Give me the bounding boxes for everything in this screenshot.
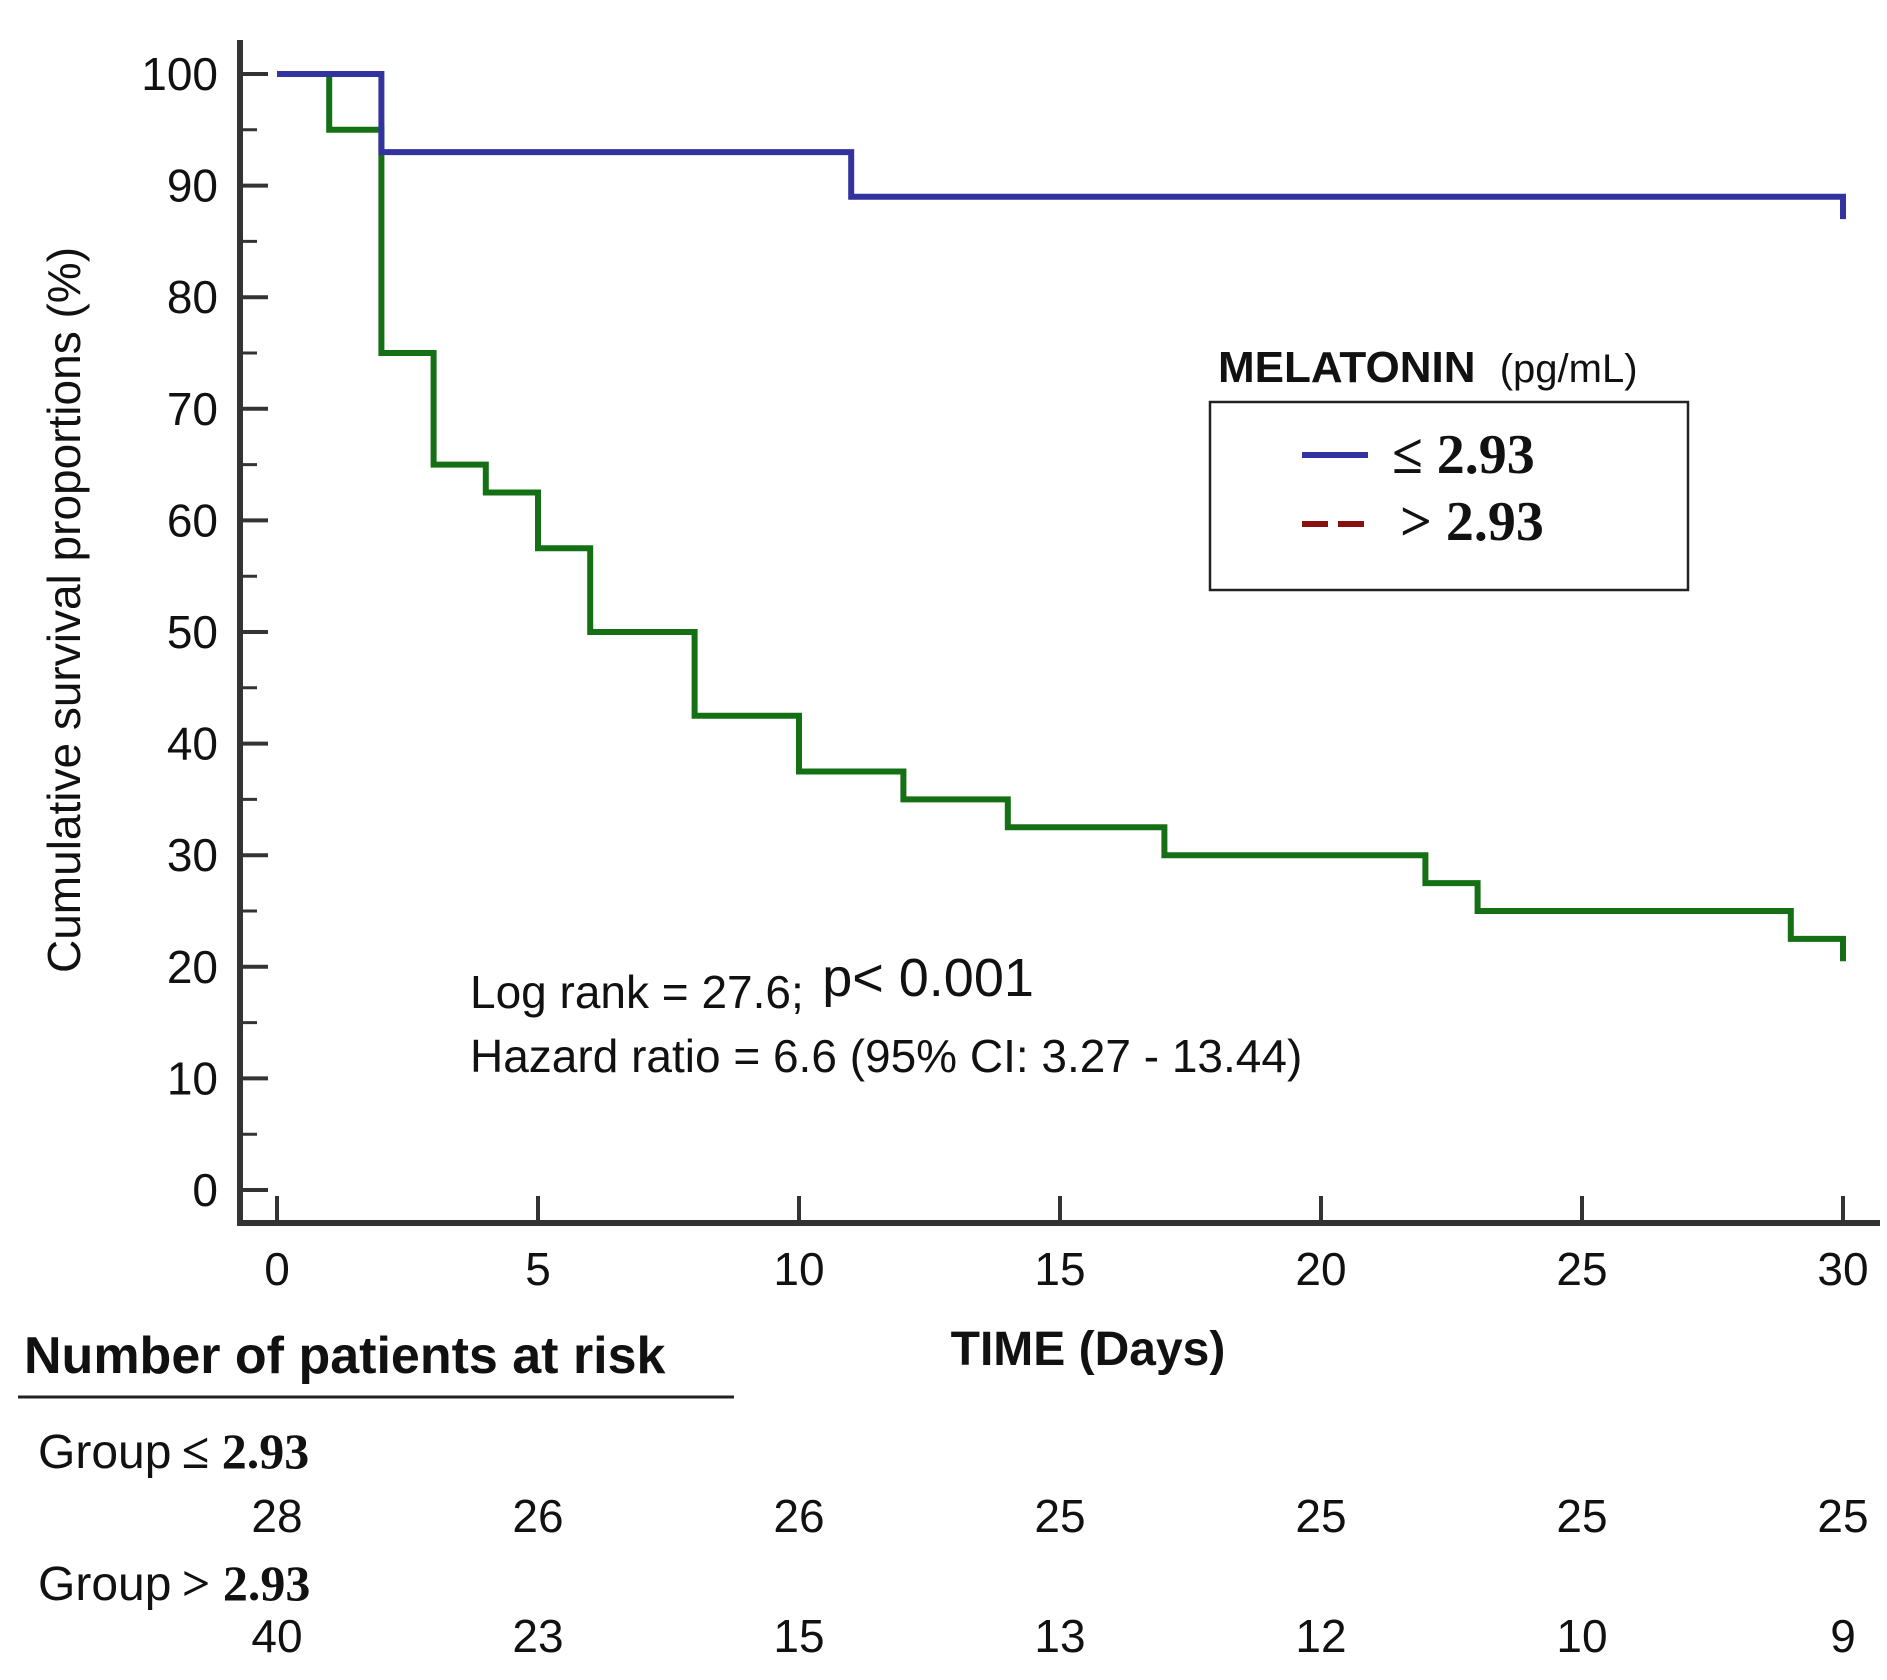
risk-count: 25 bbox=[1295, 1490, 1346, 1542]
risk-count: 25 bbox=[1817, 1490, 1868, 1542]
y-tick-label-20: 20 bbox=[167, 941, 218, 993]
risk-count: 26 bbox=[512, 1490, 563, 1542]
risk-group-label-low: Group ≤ 2.93 bbox=[38, 1423, 309, 1479]
y-axis-title: Cumulative survival proportions (%) bbox=[38, 247, 90, 973]
legend-label-low: ≤ 2.93 bbox=[1392, 424, 1535, 486]
risk-count: 40 bbox=[251, 1610, 302, 1662]
risk-count: 25 bbox=[1556, 1490, 1607, 1542]
risk-count: 12 bbox=[1295, 1610, 1346, 1662]
p-value: p< 0.001 bbox=[822, 948, 1034, 1008]
y-tick-label-60: 60 bbox=[167, 494, 218, 546]
stats-annotation: Log rank = 27.6; p< 0.001 Hazard ratio =… bbox=[470, 948, 1302, 1082]
log-rank-text: Log rank = 27.6; p< 0.001 bbox=[470, 948, 1034, 1018]
log-rank-value: Log rank = 27.6; bbox=[470, 966, 804, 1018]
y-tick-label-50: 50 bbox=[167, 606, 218, 658]
x-tick-label-25: 25 bbox=[1556, 1243, 1607, 1295]
x-tick-label-0: 0 bbox=[264, 1243, 290, 1295]
risk-count: 23 bbox=[512, 1610, 563, 1662]
x-ticks: 0 5 10 15 20 25 30 bbox=[264, 1196, 1869, 1295]
y-tick-label-40: 40 bbox=[167, 718, 218, 770]
y-tick-label-90: 90 bbox=[167, 160, 218, 212]
risk-row-low: 28 26 26 25 25 25 25 bbox=[251, 1490, 1868, 1542]
y-tick-label-100: 100 bbox=[141, 48, 218, 100]
series-line-high bbox=[277, 71, 1846, 962]
legend-box bbox=[1208, 400, 1690, 592]
risk-count: 28 bbox=[251, 1490, 302, 1542]
y-tick-label-0: 0 bbox=[192, 1164, 218, 1216]
risk-count: 10 bbox=[1556, 1610, 1607, 1662]
risk-group-value-low: ≤ 2.93 bbox=[182, 1423, 309, 1479]
series-line-low bbox=[277, 71, 1846, 220]
legend: MELATONIN (pg/mL) ≤ 2.93 > 2.93 bbox=[1208, 343, 1690, 592]
risk-count: 13 bbox=[1034, 1610, 1085, 1662]
risk-count: 26 bbox=[773, 1490, 824, 1542]
risk-group-prefix-high: Group bbox=[38, 1558, 171, 1611]
risk-group-prefix-low: Group bbox=[38, 1426, 171, 1479]
y-tick-label-30: 30 bbox=[167, 829, 218, 881]
legend-title: MELATONIN (pg/mL) bbox=[1218, 343, 1638, 392]
y-ticks: 0 10 20 30 40 50 60 70 80 90 100 bbox=[141, 48, 268, 1216]
risk-group-value-high: > 2.93 bbox=[182, 1555, 311, 1611]
hazard-ratio-text: Hazard ratio = 6.6 (95% CI: 3.27 - 13.44… bbox=[470, 1030, 1302, 1082]
x-tick-label-30: 30 bbox=[1817, 1243, 1868, 1295]
series-layer bbox=[277, 71, 1846, 962]
y-tick-label-80: 80 bbox=[167, 271, 218, 323]
legend-title-main: MELATONIN bbox=[1218, 343, 1475, 392]
risk-table-title: Number of patients at risk bbox=[24, 1327, 666, 1385]
y-tick-label-70: 70 bbox=[167, 383, 218, 435]
x-tick-label-20: 20 bbox=[1295, 1243, 1346, 1295]
x-axis-title: TIME (Days) bbox=[951, 1323, 1226, 1376]
risk-count: 25 bbox=[1034, 1490, 1085, 1542]
x-tick-label-10: 10 bbox=[773, 1243, 824, 1295]
y-tick-label-10: 10 bbox=[167, 1052, 218, 1104]
risk-table: Number of patients at risk Group ≤ 2.93 … bbox=[18, 1327, 1869, 1662]
legend-label-high: > 2.93 bbox=[1400, 491, 1544, 553]
risk-row-high: 40 23 15 13 12 10 9 bbox=[251, 1610, 1855, 1662]
risk-count: 15 bbox=[773, 1610, 824, 1662]
legend-title-unit: (pg/mL) bbox=[1500, 347, 1638, 391]
x-tick-label-5: 5 bbox=[525, 1243, 551, 1295]
risk-count: 9 bbox=[1830, 1610, 1856, 1662]
risk-group-label-high: Group > 2.93 bbox=[38, 1555, 310, 1611]
x-tick-label-15: 15 bbox=[1034, 1243, 1085, 1295]
